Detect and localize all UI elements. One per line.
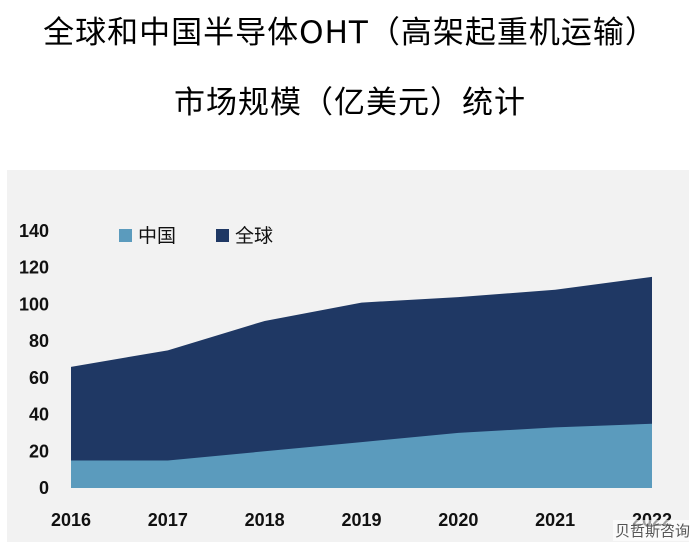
area-chart: 0 20 40 60 80 100 120 140 2016 2017 2018 2019 2020 20… bbox=[19, 221, 672, 530]
chart-title: 全球和中国半导体OHT（高架起重机运输） 市场规模（亿美元）统计 bbox=[0, 10, 700, 126]
legend-swatch bbox=[216, 229, 229, 242]
x-tick-label: 2018 bbox=[245, 510, 285, 530]
y-tick-label: 80 bbox=[29, 331, 49, 351]
x-tick-label: 2019 bbox=[341, 510, 381, 530]
chart-panel: 0 20 40 60 80 100 120 140 2016 2017 2018 2019 2020 20… bbox=[7, 170, 689, 542]
y-tick-label: 20 bbox=[29, 441, 49, 461]
y-tick-label: 140 bbox=[19, 221, 49, 241]
x-tick-label: 2020 bbox=[438, 510, 478, 530]
y-tick-label: 120 bbox=[19, 258, 49, 278]
legend-label: 中国 bbox=[138, 225, 176, 247]
y-tick-label: 0 bbox=[39, 478, 49, 498]
title-line-1: 全球和中国半导体OHT（高架起重机运输） bbox=[43, 15, 657, 51]
x-tick-label: 2021 bbox=[535, 510, 575, 530]
y-tick-label: 40 bbox=[29, 405, 49, 425]
title-line-2: 市场规模（亿美元）统计 bbox=[174, 85, 526, 121]
x-tick-label: 2017 bbox=[148, 510, 188, 530]
legend-label: 全球 bbox=[235, 225, 273, 247]
x-tick-label: 2016 bbox=[51, 510, 91, 530]
y-tick-label: 60 bbox=[29, 368, 49, 388]
y-tick-label: 100 bbox=[19, 294, 49, 314]
area-series-china bbox=[71, 423, 652, 488]
watermark-label: 贝哲斯咨询 bbox=[612, 520, 692, 541]
legend-swatch bbox=[119, 229, 132, 242]
